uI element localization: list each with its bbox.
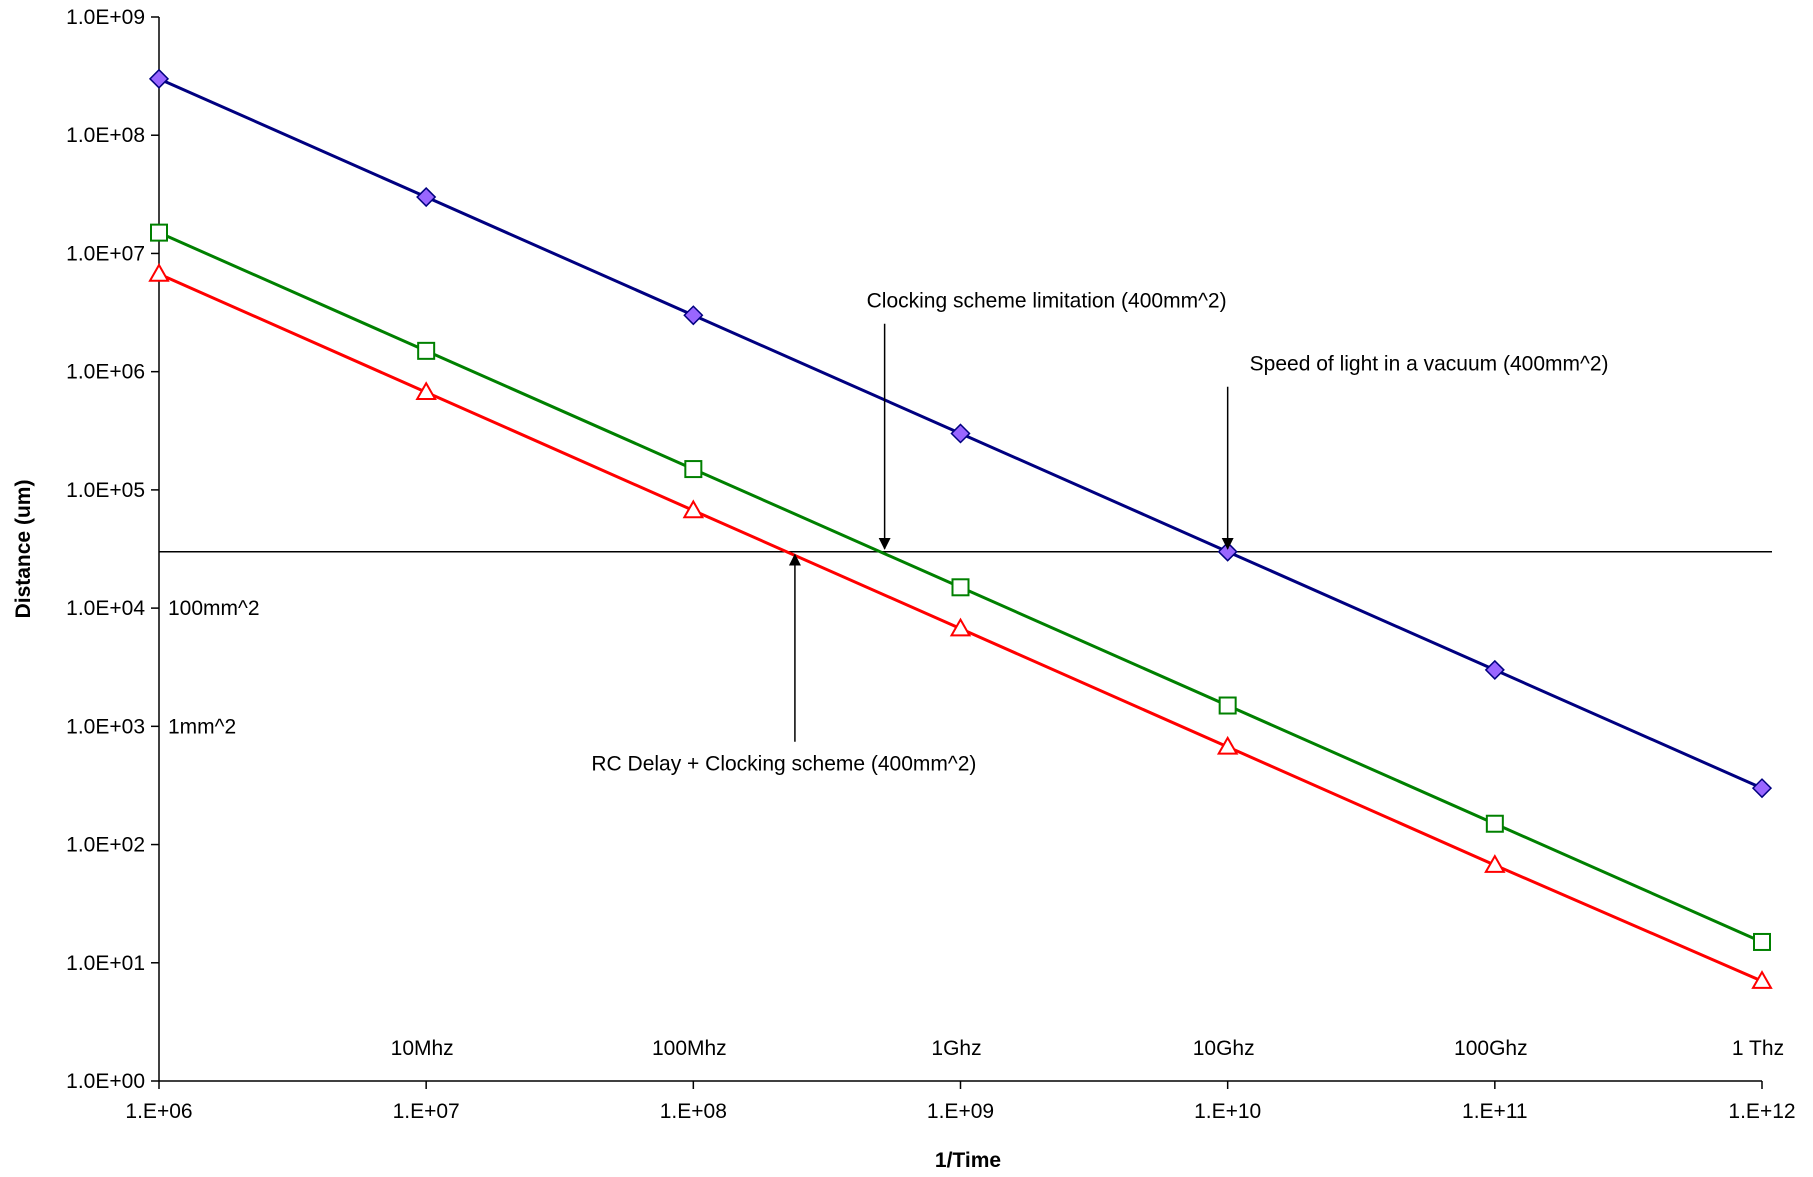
data-point: [951, 578, 970, 597]
y-tick-label: 1.0E+09: [66, 6, 145, 29]
series-group: [148, 68, 1773, 989]
frequency-label: 100Ghz: [1454, 1037, 1528, 1060]
frequency-label: 100Mhz: [652, 1037, 727, 1060]
data-point: [1216, 735, 1239, 755]
y-tick-label: 1.0E+03: [66, 715, 145, 738]
data-point: [1753, 932, 1771, 951]
y-tick-label: 1.0E+06: [66, 361, 145, 384]
y-tick-label: 1.0E+00: [66, 1070, 145, 1093]
data-point: [415, 381, 437, 400]
data-point: [1218, 696, 1237, 715]
area-label: 100mm^2: [168, 597, 260, 620]
data-point: [683, 305, 704, 326]
x-tick-label: 1.E+08: [660, 1100, 727, 1123]
frequency-label: 10Mhz: [391, 1037, 454, 1060]
x-tick-label: 1.E+09: [927, 1100, 994, 1123]
y-axis-title: Distance (um): [12, 480, 35, 619]
axes: 1.0E+00 1.0E+01 1.0E+02 1.0E+03 1.0E+04 1.0E+…: [66, 6, 1795, 1123]
x-tick-label: 1.E+12: [1728, 1100, 1795, 1123]
y-tick-label: 1.0E+02: [66, 834, 145, 857]
y-tick-label: 1.0E+05: [66, 479, 145, 502]
data-point: [1485, 814, 1504, 833]
frequency-label: 1Ghz: [931, 1037, 981, 1060]
data-point: [950, 423, 971, 444]
data-point: [417, 341, 436, 360]
area-label: 1mm^2: [168, 715, 236, 738]
data-point: [148, 68, 170, 89]
data-point: [1484, 854, 1506, 873]
y-tick-label: 1.0E+07: [66, 242, 145, 265]
x-axis-title: 1/Time: [935, 1149, 1001, 1172]
data-point: [1751, 778, 1773, 799]
data-point: [682, 499, 705, 519]
x-tick-label: 1.E+07: [393, 1100, 460, 1123]
y-tick-label: 1.0E+08: [66, 124, 145, 147]
labels-group: 1/Time Distance (um) 10Mhz 100Mhz 1Ghz 10Gh…: [12, 290, 1784, 1172]
annotation-label: RC Delay + Clocking scheme (400mm^2): [591, 753, 976, 776]
annotation-label: Speed of light in a vacuum (400mm^2): [1250, 353, 1609, 376]
x-tick-label: 1.E+11: [1462, 1100, 1528, 1123]
data-point: [1484, 659, 1505, 680]
frequency-label: 1 Thz: [1732, 1037, 1784, 1060]
series-2: [150, 223, 1771, 951]
data-point: [416, 186, 437, 208]
data-point: [150, 223, 168, 242]
annotation-label: Clocking scheme limitation (400mm^2): [867, 290, 1227, 313]
y-tick-label: 1.0E+01: [66, 952, 145, 975]
series-1: [148, 68, 1773, 799]
y-tick-label: 1.0E+04: [66, 597, 145, 620]
data-point: [1751, 970, 1773, 989]
data-point: [684, 460, 703, 479]
data-point: [148, 262, 170, 282]
series-3: [148, 262, 1773, 989]
frequency-label: 10Ghz: [1193, 1037, 1255, 1060]
data-point: [949, 617, 972, 637]
x-tick-label: 1.E+06: [125, 1100, 192, 1123]
x-tick-label: 1.E+10: [1194, 1100, 1261, 1123]
